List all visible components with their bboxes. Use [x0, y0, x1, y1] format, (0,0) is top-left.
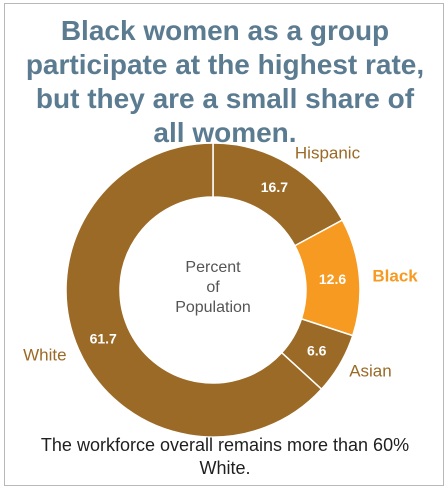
category-label-hispanic: Hispanic — [295, 144, 361, 163]
donut-slices — [65, 142, 361, 438]
donut-chart: 16.712.66.661.7 HispanicBlackAsianWhite … — [23, 142, 418, 438]
category-label-asian: Asian — [349, 362, 392, 381]
center-label-line-3: Population — [175, 299, 251, 316]
donut-value-labels: 16.7 12.6 6.6 61.7 — [90, 179, 347, 359]
donut-slice-white — [65, 142, 323, 438]
chart-card: Black women as a group participate at th… — [4, 3, 444, 486]
donut-category-labels: Hispanic Black Asian White — [23, 144, 418, 381]
value-label-asian: 6.6 — [307, 342, 327, 358]
value-label-white: 61.7 — [90, 330, 117, 346]
value-label-black: 12.6 — [319, 271, 346, 287]
category-label-white: White — [23, 346, 66, 365]
chart-title: Black women as a group participate at th… — [25, 15, 425, 148]
category-label-black: Black — [372, 267, 418, 286]
footnote: The workforce overall remains more than … — [40, 435, 410, 478]
donut-center-label: Percent of Population — [175, 259, 251, 316]
value-label-hispanic: 16.7 — [261, 179, 288, 195]
center-label-line-2: of — [206, 279, 220, 296]
center-label-line-1: Percent — [185, 259, 241, 276]
